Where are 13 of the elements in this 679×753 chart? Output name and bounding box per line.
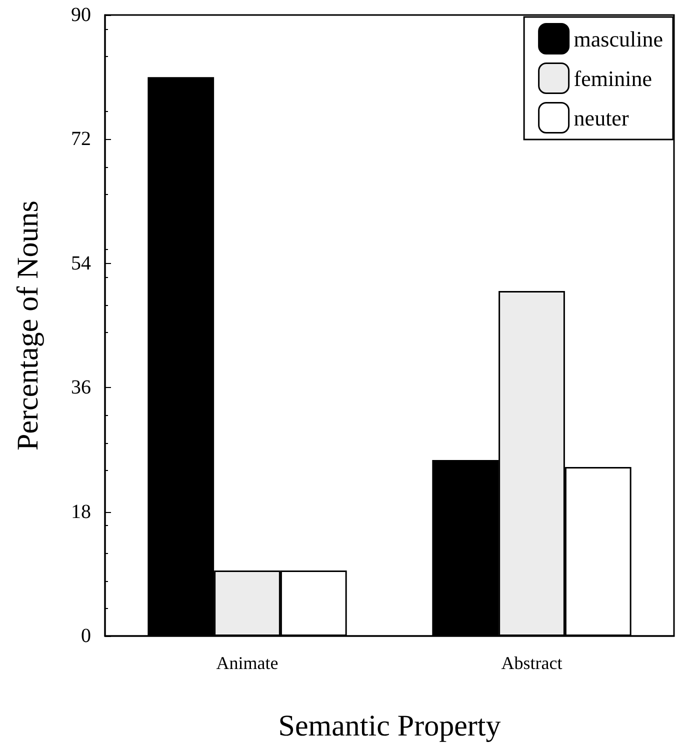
legend-label: neuter — [574, 105, 630, 130]
y-tick-label: 54 — [71, 252, 91, 274]
y-tick-label: 72 — [71, 128, 91, 150]
y-tick-label: 36 — [71, 376, 91, 399]
x-axis-title: Semantic Property — [278, 710, 501, 742]
x-tick-label: Animate — [216, 653, 278, 673]
y-axis-title: Percentage of Nouns — [12, 200, 44, 450]
legend-label: masculine — [574, 26, 664, 52]
y-tick-label: 90 — [71, 4, 91, 26]
legend-label: feminine — [574, 66, 652, 91]
y-tick-label: 0 — [81, 625, 91, 647]
x-tick-label: Abstract — [501, 653, 562, 673]
y-tick-label: 18 — [71, 500, 91, 523]
